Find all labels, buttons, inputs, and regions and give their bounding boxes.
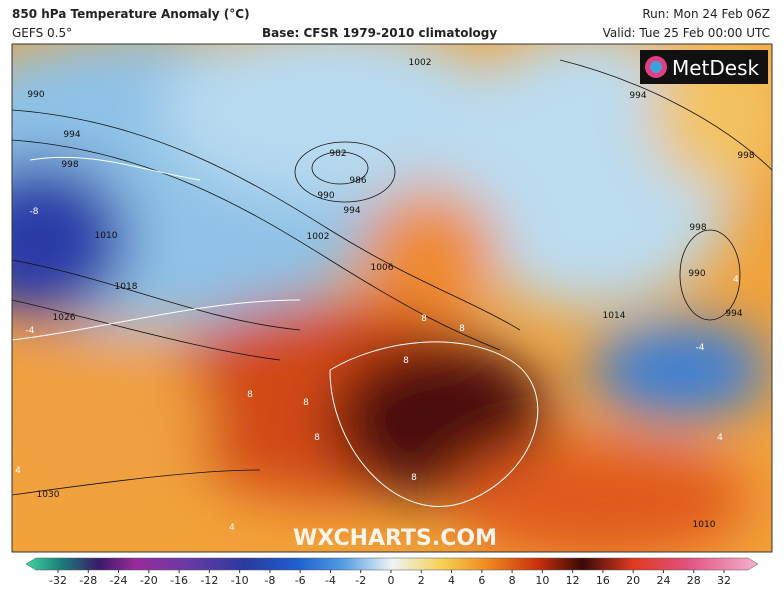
isobar-label: 994	[63, 130, 80, 140]
isobar-label: 990	[27, 90, 44, 100]
temperature-label: 4	[229, 523, 235, 533]
isobar-label: 998	[61, 160, 78, 170]
isobar-label: 1002	[409, 58, 432, 68]
isobar-label: 1010	[95, 231, 118, 241]
colorbar-tick-label: -4	[325, 574, 336, 587]
temperature-label: 8	[403, 356, 409, 366]
colorbar-tick-label: 20	[626, 574, 640, 587]
temperature-label: -4	[26, 326, 35, 336]
map: WXCHARTS.COM MetDesk 990 994 998 1010 1018 10…	[12, 44, 772, 552]
run: Run: Mon 24 Feb 06Z	[642, 7, 770, 21]
colorbar	[25, 557, 759, 571]
colorbar-tick-label: -12	[200, 574, 218, 587]
watermark: WXCHARTS.COM	[293, 526, 497, 551]
isobar-label: 994	[343, 206, 360, 216]
isobar-label: 1006	[371, 263, 394, 273]
colorbar-tick-label: 2	[418, 574, 425, 587]
isobar-label: 1026	[53, 313, 76, 323]
temperature-label: 8	[247, 390, 253, 400]
temperature-label: 8	[421, 314, 427, 324]
colorbar-tick-label: 32	[717, 574, 731, 587]
isobar-label: 994	[629, 91, 646, 101]
isobar-label: 990	[317, 191, 334, 201]
isobar-label: 994	[725, 309, 742, 319]
title: 850 hPa Temperature Anomaly (°C)	[12, 7, 250, 21]
isobar-label: 1002	[307, 232, 330, 242]
colorbar-tick-label: -8	[264, 574, 275, 587]
base: Base: CFSR 1979-2010 climatology	[262, 26, 497, 40]
brand: MetDesk	[672, 56, 760, 80]
temperature-label: 4	[733, 275, 739, 285]
temperature-label: -4	[696, 343, 705, 353]
colorbar-tick-label: -16	[170, 574, 188, 587]
colorbar-tick-label: 4	[448, 574, 455, 587]
colorbar-tick-label: -28	[79, 574, 97, 587]
colorbar-tick-label: 16	[596, 574, 610, 587]
valid: Valid: Tue 25 Feb 00:00 UTC	[603, 26, 770, 40]
temperature-label: 8	[303, 398, 309, 408]
model: GEFS 0.5°	[12, 26, 72, 40]
isobar-label: 1010	[693, 520, 716, 530]
temperature-label: 8	[314, 433, 320, 443]
temperature-label: 4	[717, 433, 723, 443]
colorbar-tick-label: -10	[231, 574, 249, 587]
isobar-label: 998	[737, 151, 754, 161]
temperature-label: 4	[15, 466, 21, 476]
colorbar-tick-label: 0	[388, 574, 395, 587]
map-frame	[11, 43, 773, 553]
isobar-label: 986	[349, 176, 366, 186]
temperature-label: 8	[459, 324, 465, 334]
isobar-label: 990	[688, 269, 705, 279]
isobar-label: 1014	[603, 311, 626, 321]
temperature-label: -8	[30, 207, 39, 217]
isobar-label: 1030	[37, 490, 60, 500]
isobar-label: 998	[689, 223, 706, 233]
isobar-label: 982	[329, 149, 346, 159]
colorbar-tick-label: 28	[687, 574, 701, 587]
colorbar-tick-label: -24	[110, 574, 128, 587]
colorbar-tick-label: -20	[140, 574, 158, 587]
colorbar-tick-label: -6	[295, 574, 306, 587]
colorbar-tick-label: 24	[656, 574, 670, 587]
colorbar-tick-label: 10	[535, 574, 549, 587]
colorbar-tick-label: -32	[49, 574, 67, 587]
colorbar-tick-label: 6	[478, 574, 485, 587]
colorbar-ticks: -32 -28 -24 -20 -16 -12 -10 -8 -6 -4 -2 0 2 4 6 8 10 12 16…	[49, 570, 731, 587]
map-labels: 990 994 998 1010 1018 1026 1030 1002 982 986 990 99…	[15, 58, 755, 533]
colorbar-tick-label: 8	[509, 574, 516, 587]
colorbar-tick-label: 12	[566, 574, 580, 587]
isobar-label: 1018	[115, 282, 138, 292]
temperature-label: 8	[411, 473, 417, 483]
colorbar-tick-label: -2	[355, 574, 366, 587]
